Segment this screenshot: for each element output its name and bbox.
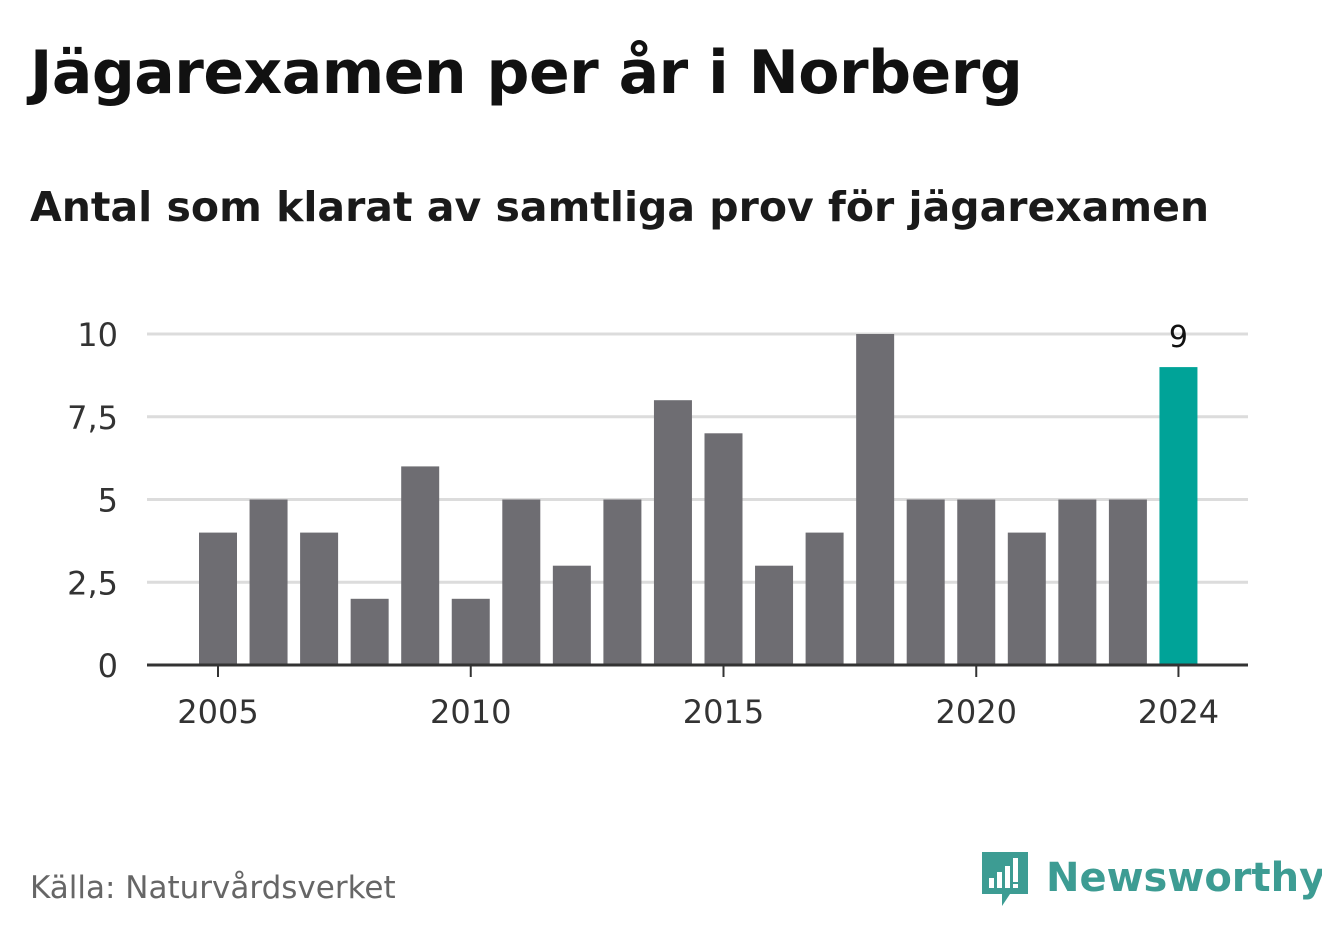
y-tick-label: 5 bbox=[98, 482, 118, 520]
bar bbox=[1108, 499, 1147, 665]
bar bbox=[906, 499, 945, 665]
bar bbox=[300, 532, 339, 665]
bar-chart: 0 2,5 5 7,5 10 9 2005 2010 2015 2020 2024 bbox=[67, 316, 1248, 731]
bar bbox=[249, 499, 288, 665]
bar bbox=[805, 532, 844, 665]
y-tick-label: 10 bbox=[77, 316, 118, 354]
bar bbox=[451, 598, 490, 665]
data-label: 9 bbox=[1169, 320, 1188, 355]
brand-name: Newsworthy bbox=[1046, 855, 1322, 901]
bar bbox=[1058, 499, 1097, 665]
y-tick-label: 0 bbox=[98, 647, 118, 685]
bar bbox=[603, 499, 642, 665]
bar bbox=[502, 499, 541, 665]
bar bbox=[957, 499, 996, 665]
highlighted-bar bbox=[1159, 367, 1198, 665]
chart-subtitle: Antal som klarat av samtliga prov för jä… bbox=[30, 183, 1210, 231]
bar bbox=[1007, 532, 1046, 665]
bar bbox=[350, 598, 389, 665]
newsworthy-logo: Newsworthy bbox=[980, 848, 1322, 908]
x-tick-label: 2015 bbox=[683, 693, 764, 731]
bar bbox=[856, 334, 895, 665]
bar bbox=[552, 565, 591, 665]
newsworthy-logo-icon bbox=[982, 852, 1028, 906]
source-note: Källa: Naturvårdsverket bbox=[30, 870, 396, 906]
x-tick-label: 2024 bbox=[1138, 693, 1219, 731]
chart-title: Jägarexamen per år i Norberg bbox=[30, 38, 1023, 108]
bar bbox=[755, 565, 794, 665]
x-tick-label: 2020 bbox=[936, 693, 1017, 731]
y-tick-label: 2,5 bbox=[67, 564, 118, 602]
y-tick-label: 7,5 bbox=[67, 399, 118, 437]
bar bbox=[199, 532, 237, 665]
bar bbox=[704, 433, 743, 665]
bar bbox=[401, 466, 440, 665]
bar bbox=[653, 400, 692, 665]
x-tick-label: 2010 bbox=[430, 693, 511, 731]
x-tick-label: 2005 bbox=[177, 693, 258, 731]
